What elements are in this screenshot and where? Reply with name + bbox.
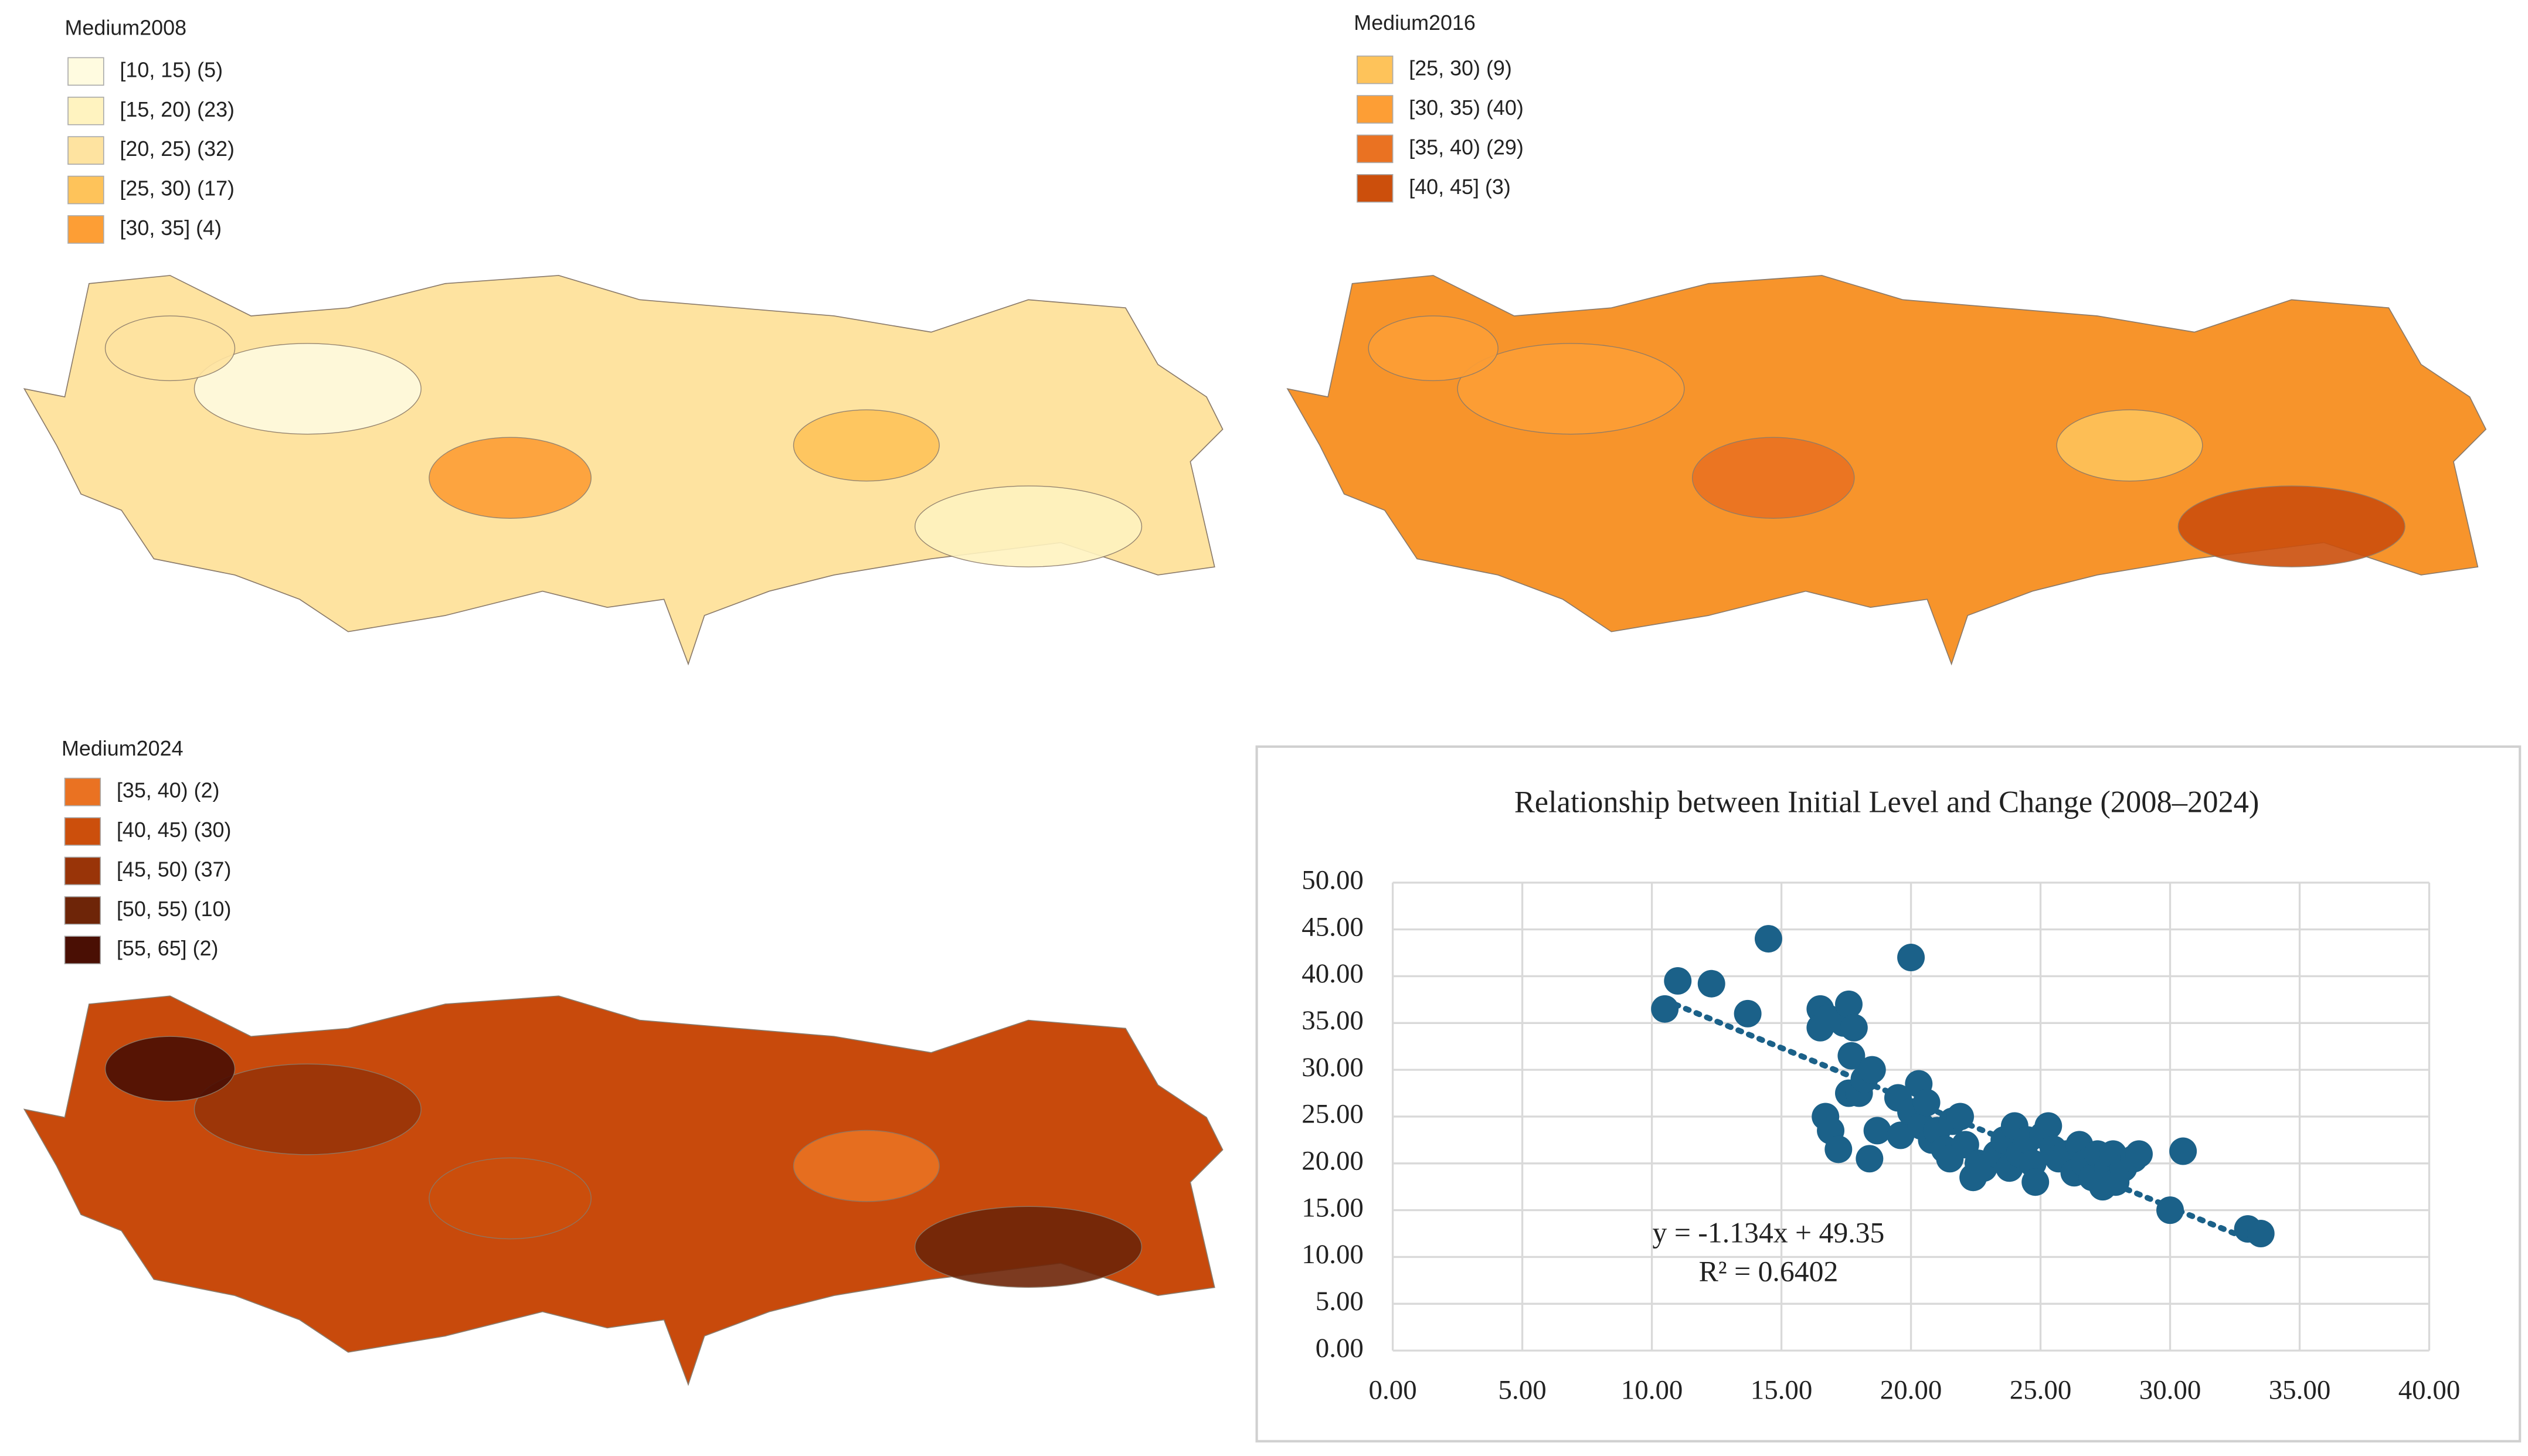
map-region xyxy=(915,485,1143,567)
scatter-point xyxy=(2034,1112,2063,1140)
scatter-point xyxy=(1834,990,1863,1018)
legend-swatch xyxy=(64,856,101,886)
map-region xyxy=(193,1063,422,1155)
y-tick-label: 30.00 xyxy=(1302,1052,1364,1083)
map-region xyxy=(193,343,422,435)
scatter-point xyxy=(2156,1196,2184,1224)
map-region xyxy=(2056,409,2203,482)
y-tick-label: 45.00 xyxy=(1302,911,1364,942)
y-tick-label: 15.00 xyxy=(1302,1192,1364,1223)
legend-label: [35, 40) (2) xyxy=(117,778,220,802)
scatter-point xyxy=(2125,1140,2153,1168)
y-tick-label: 40.00 xyxy=(1302,958,1364,989)
legend-label: [35, 40) (29) xyxy=(1409,135,1524,159)
map-region xyxy=(1368,315,1499,382)
scatter-point xyxy=(1664,967,1692,995)
map-region xyxy=(793,409,940,482)
map xyxy=(23,275,1224,666)
legend-label: [10, 15) (5) xyxy=(120,57,223,81)
map-region xyxy=(429,1157,592,1240)
trendline-equation: y = -1.134x + 49.35 xyxy=(1653,1216,1885,1249)
trendline-r2: R² = 0.6402 xyxy=(1699,1256,1839,1288)
x-tick-label: 15.00 xyxy=(1751,1375,1813,1406)
map-title: Medium2008 xyxy=(64,16,186,40)
map-region xyxy=(429,437,592,519)
legend-swatch xyxy=(67,215,104,244)
legend-label: [45, 50) (37) xyxy=(117,857,232,881)
legend-label: [40, 45) (30) xyxy=(117,818,232,842)
y-tick-label: 50.00 xyxy=(1302,865,1364,896)
x-tick-label: 30.00 xyxy=(2139,1375,2201,1406)
legend-swatch xyxy=(1357,95,1394,124)
legend-swatch xyxy=(67,57,104,86)
x-tick-label: 0.00 xyxy=(1369,1375,1417,1406)
map xyxy=(23,995,1224,1386)
map-region xyxy=(1691,437,1855,519)
map-region xyxy=(2177,485,2405,567)
x-tick-label: 20.00 xyxy=(1880,1375,1942,1406)
scatter-point xyxy=(1912,1088,1941,1117)
x-tick-label: 40.00 xyxy=(2398,1375,2461,1406)
scatter-point xyxy=(1887,1121,1915,1149)
legend-label: [15, 20) (23) xyxy=(120,97,235,121)
scatter-point xyxy=(2169,1137,2197,1165)
y-tick-label: 35.00 xyxy=(1302,1005,1364,1036)
x-tick-label: 5.00 xyxy=(1499,1375,1547,1406)
legend-swatch xyxy=(64,896,101,925)
x-tick-label: 10.00 xyxy=(1621,1375,1683,1406)
scatter-point xyxy=(1824,1135,1853,1164)
legend-swatch xyxy=(64,935,101,965)
map-region xyxy=(915,1206,1143,1288)
scatter-point xyxy=(1840,1013,1868,1042)
map-region xyxy=(104,1036,236,1102)
legend-swatch xyxy=(64,817,101,846)
scatter-point xyxy=(2247,1220,2275,1248)
legend-label: [40, 45] (3) xyxy=(1409,175,1511,199)
legend-label: [20, 25) (32) xyxy=(120,137,235,161)
legend-label: [25, 30) (17) xyxy=(120,176,235,200)
legend-swatch xyxy=(67,175,104,205)
legend-label: [50, 55) (10) xyxy=(117,897,232,921)
scatter-point xyxy=(1946,1103,1975,1131)
map-region xyxy=(793,1130,940,1202)
y-tick-label: 25.00 xyxy=(1302,1099,1364,1130)
scatter-point xyxy=(1754,925,1782,953)
scatter-point xyxy=(1651,995,1679,1023)
y-tick-label: 0.00 xyxy=(1316,1333,1364,1363)
scatter-point xyxy=(1897,944,1925,972)
y-tick-label: 20.00 xyxy=(1302,1146,1364,1176)
map-title: Medium2024 xyxy=(62,736,184,760)
scatter-point xyxy=(2021,1168,2050,1196)
legend-swatch xyxy=(1357,174,1394,203)
x-tick-label: 35.00 xyxy=(2269,1375,2331,1406)
scatter-point xyxy=(1863,1117,1891,1145)
legend-swatch xyxy=(64,777,101,807)
scatter-point xyxy=(1734,999,1762,1028)
y-tick-label: 10.00 xyxy=(1302,1239,1364,1270)
map-region xyxy=(104,315,236,382)
legend-label: [55, 65] (2) xyxy=(117,936,219,960)
legend-swatch xyxy=(1357,55,1394,84)
legend-label: [30, 35) (40) xyxy=(1409,96,1524,120)
map-title: Medium2016 xyxy=(1354,11,1476,35)
scatter-point xyxy=(1697,969,1725,998)
scatter-point xyxy=(1837,1042,1866,1070)
legend-swatch xyxy=(1357,134,1394,164)
scatter-point xyxy=(1858,1056,1886,1084)
y-tick-label: 5.00 xyxy=(1316,1286,1364,1316)
legend-label: [25, 30) (9) xyxy=(1409,56,1512,80)
map-region xyxy=(1457,343,1685,435)
legend-swatch xyxy=(67,96,104,125)
legend-label: [30, 35] (4) xyxy=(120,216,222,240)
scatter-point xyxy=(1856,1145,1884,1173)
map xyxy=(1286,275,2487,666)
legend-swatch xyxy=(67,136,104,165)
chart-title: Relationship between Initial Level and C… xyxy=(1514,785,2259,819)
x-tick-label: 25.00 xyxy=(2010,1375,2072,1406)
